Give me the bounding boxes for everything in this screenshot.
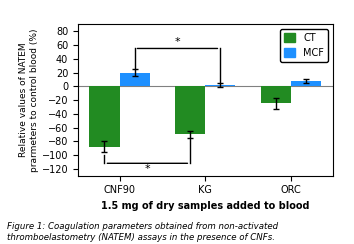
Bar — [291, 81, 321, 86]
Bar — [90, 86, 120, 147]
Legend: CT, MCF: CT, MCF — [280, 29, 328, 62]
Y-axis label: Relative values of NATEM
prarmeters to control blood (%): Relative values of NATEM prarmeters to c… — [19, 28, 39, 172]
Text: Figure 1: Coagulation parameters obtained from non-activated
thromboelastometry : Figure 1: Coagulation parameters obtaine… — [7, 222, 278, 242]
Bar — [175, 86, 205, 134]
Bar — [120, 72, 149, 86]
Bar — [261, 86, 291, 103]
Text: *: * — [175, 37, 180, 47]
Bar — [205, 85, 235, 86]
Text: *: * — [144, 164, 150, 174]
X-axis label: 1.5 mg of dry samples added to blood: 1.5 mg of dry samples added to blood — [101, 201, 309, 211]
